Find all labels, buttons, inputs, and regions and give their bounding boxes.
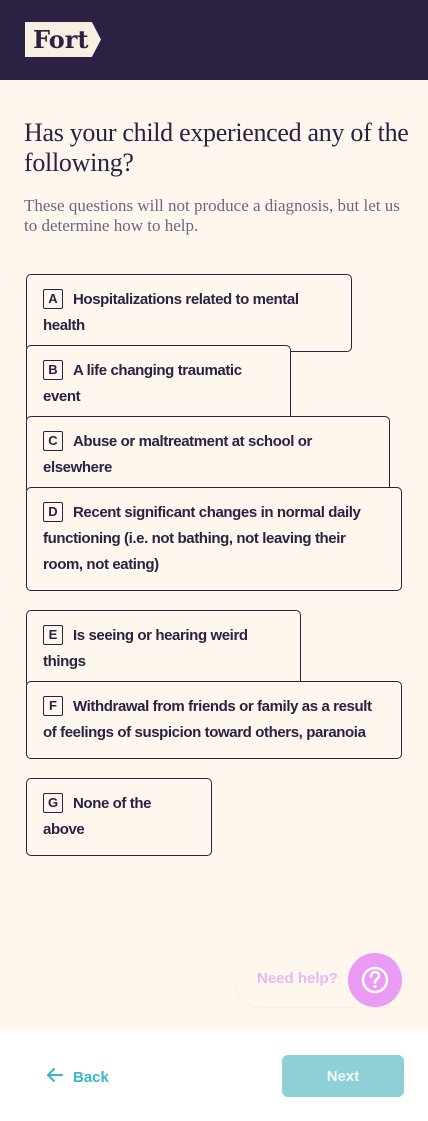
option-label: None of the above xyxy=(43,795,152,838)
option-label: Is seeing or hearing weird things xyxy=(43,627,248,670)
option-key-badge: G xyxy=(43,793,63,813)
fort-logo[interactable]: Fort xyxy=(25,22,101,57)
need-help-label[interactable]: Need help? xyxy=(257,970,338,987)
option-label: Recent significant changes in normal dai… xyxy=(43,504,361,573)
option-key-badge: F xyxy=(43,696,63,716)
option-label: Withdrawal from friends or family as a r… xyxy=(43,698,372,741)
option-key-badge: A xyxy=(43,289,63,309)
option-key-badge: C xyxy=(43,431,63,451)
next-button[interactable]: Next xyxy=(282,1055,404,1097)
arrow-left-icon xyxy=(47,1068,63,1086)
question-title: Has your child experienced any of the fo… xyxy=(24,118,409,177)
option-key-badge: D xyxy=(43,502,63,522)
back-button[interactable]: Back xyxy=(47,1064,109,1090)
question-mark-icon[interactable] xyxy=(348,953,402,1007)
top-bar: Fort xyxy=(0,0,428,80)
back-label: Back xyxy=(73,1068,109,1086)
option-key-badge: B xyxy=(43,360,63,380)
option-label: Abuse or maltreatment at school or elsew… xyxy=(43,433,312,476)
option-label: A life changing traumatic event xyxy=(43,362,242,405)
question-subtitle: These questions will not produce a diagn… xyxy=(24,196,400,235)
option-key-badge: E xyxy=(43,625,63,645)
option-d[interactable]: D Recent significant changes in normal da… xyxy=(26,487,402,591)
option-a[interactable]: A Hospitalizations related to mental heal… xyxy=(26,274,352,352)
need-help-widget[interactable]: Need help? xyxy=(235,953,402,1007)
option-g[interactable]: G None of the above xyxy=(26,778,212,856)
option-label: Hospitalizations related to mental healt… xyxy=(43,291,299,334)
option-e[interactable]: E Is seeing or hearing weird things xyxy=(26,610,301,688)
option-c[interactable]: C Abuse or maltreatment at school or else… xyxy=(26,416,390,494)
option-f[interactable]: F Withdrawal from friends or family as a … xyxy=(26,681,402,759)
